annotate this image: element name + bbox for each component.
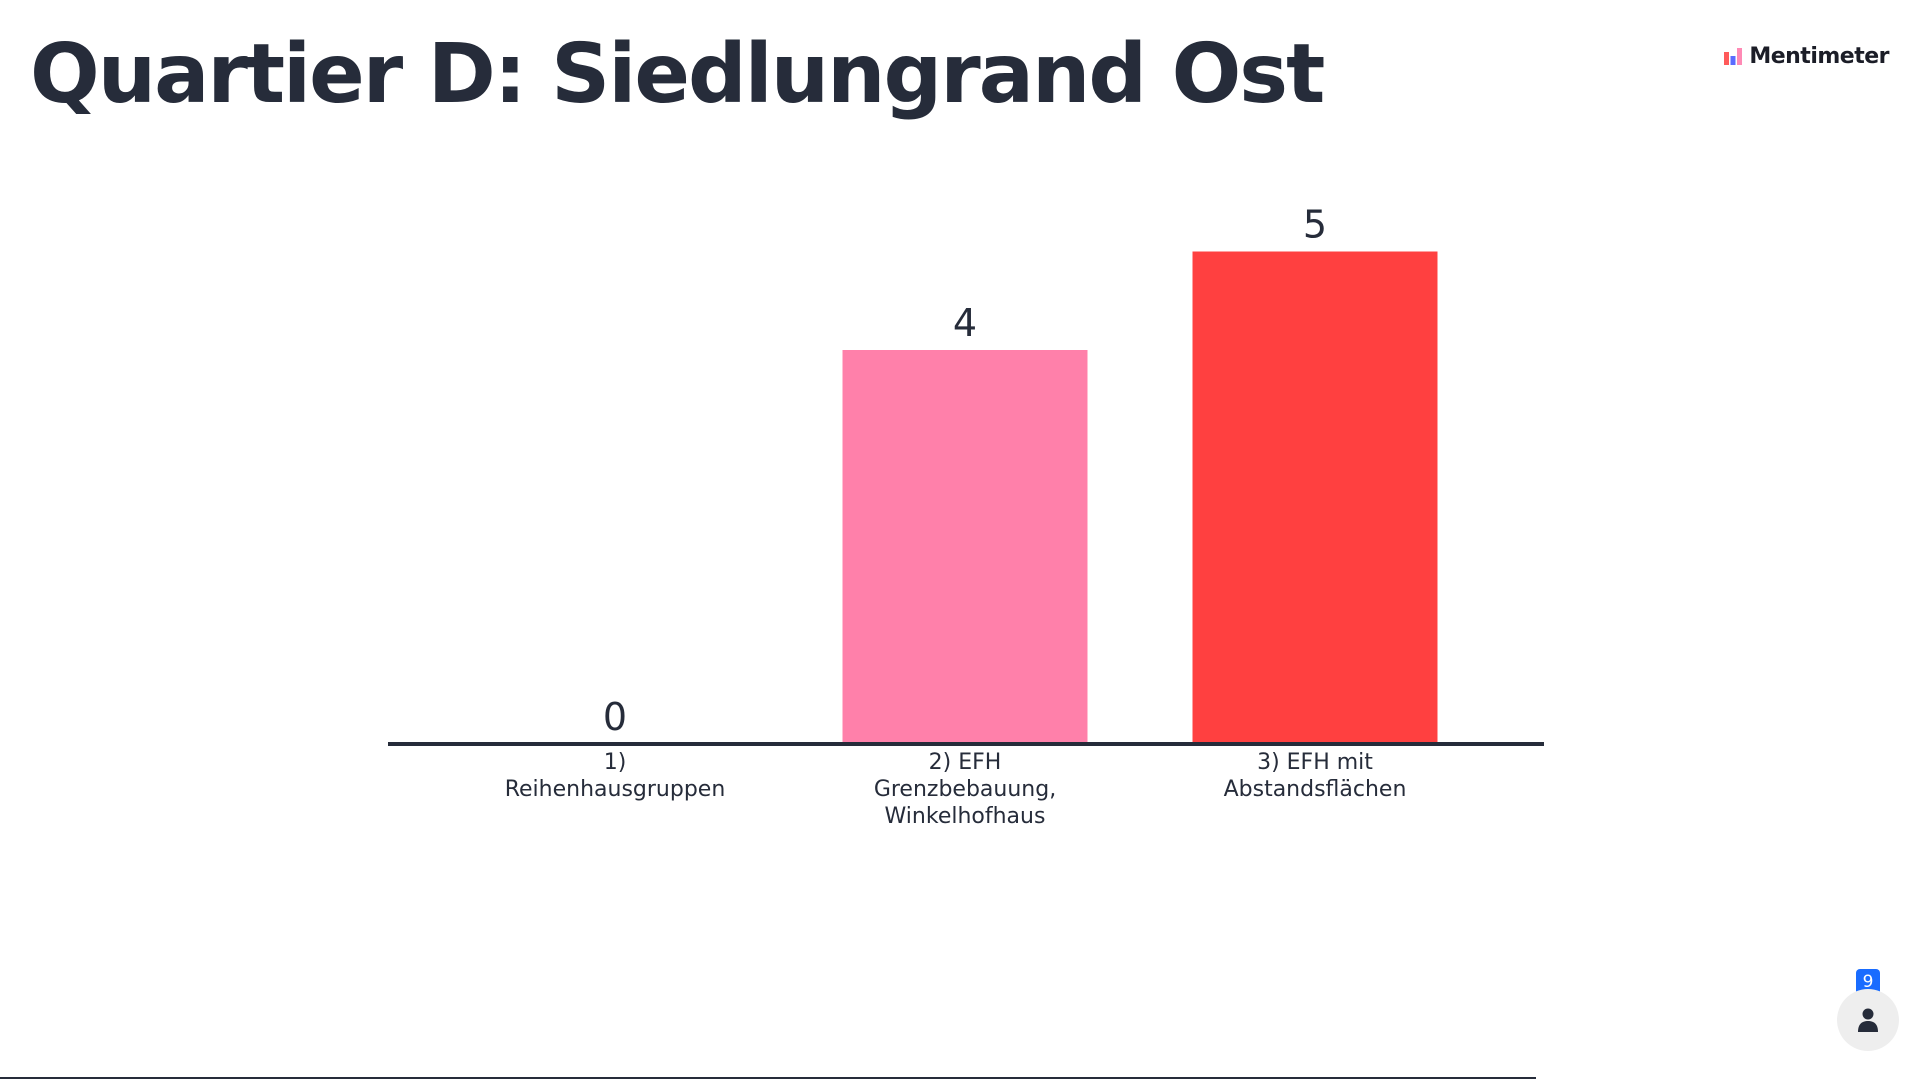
category-label-3: 3) EFH mit Abstandsflächen [1185, 749, 1445, 803]
bottom-divider [0, 1077, 1536, 1079]
category-label-line: Reihenhausgruppen [504, 777, 726, 802]
category-label-line: 3) EFH mit [1257, 750, 1373, 775]
bar-3 [1192, 251, 1438, 744]
logo-text: Mentimeter [1749, 44, 1889, 69]
value-label-1: 0 [603, 695, 627, 739]
category-label-1: 1) Reihenhausgruppen [485, 749, 745, 803]
bar-2 [842, 350, 1088, 744]
mentimeter-logo-icon [1724, 47, 1743, 65]
value-label-3: 5 [1303, 203, 1327, 247]
category-label-line: 1) [603, 750, 627, 775]
category-label-2: 2) EFH Grenzbebauung, Winkelhofhaus [835, 749, 1095, 830]
category-label-line: Winkelhofhaus [884, 804, 1046, 829]
participants-widget[interactable]: 9 [1837, 969, 1899, 1051]
person-icon [1858, 1008, 1878, 1032]
participants-button[interactable] [1837, 989, 1899, 1051]
category-label-line: 2) EFH [928, 750, 1002, 775]
category-label-line: Grenzbebauung, [873, 777, 1057, 802]
mentimeter-logo: Mentimeter [1723, 44, 1889, 69]
category-label-line: Abstandsflächen [1223, 777, 1407, 802]
page-title: Quartier D: Siedlungrand Ost [30, 27, 1325, 122]
value-label-2: 4 [953, 301, 977, 345]
